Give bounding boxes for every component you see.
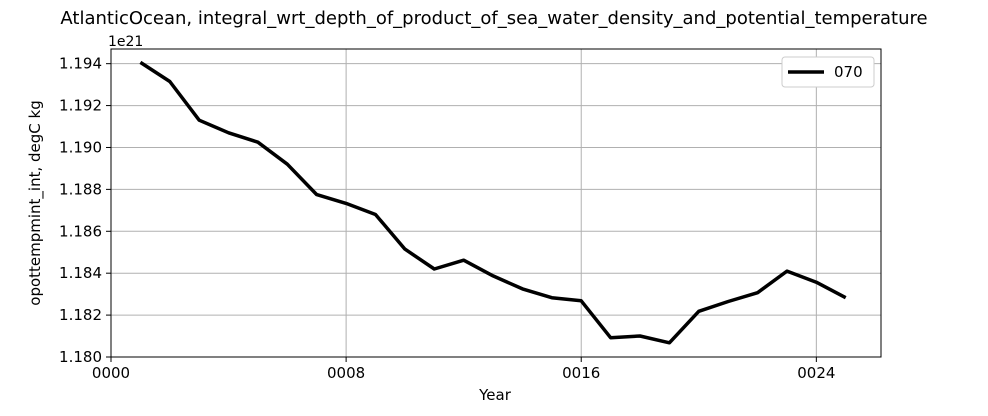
grid-lines — [111, 49, 881, 357]
series-line-070 — [140, 62, 845, 342]
plot-area — [111, 49, 881, 357]
x-axis-label: Year — [478, 386, 512, 404]
series-layer — [140, 62, 846, 343]
chart-title: AtlanticOcean, integral_wrt_depth_of_pro… — [60, 8, 927, 29]
y-tick-label: 1.184 — [59, 264, 102, 282]
x-tick-label: 0016 — [562, 364, 600, 382]
y-tick-label: 1.186 — [59, 222, 102, 240]
x-tick-label: 0000 — [92, 364, 130, 382]
x-tick-label: 0024 — [797, 364, 835, 382]
y-tick-label: 1.180 — [59, 348, 102, 366]
x-tick-label: 0008 — [327, 364, 365, 382]
y-axis: 1.180 1.182 1.184 1.186 1.188 1.190 1.192 1.194 — [59, 55, 111, 366]
y-offset-label: 1e21 — [108, 34, 143, 50]
y-tick-label: 1.190 — [59, 138, 102, 156]
y-axis-label: opottempmint_int, degC kg — [26, 100, 45, 305]
legend: 070 — [782, 57, 874, 87]
x-axis: 0000 0008 0016 0024 — [92, 357, 836, 382]
y-tick-label: 1.182 — [59, 306, 102, 324]
y-tick-label: 1.192 — [59, 97, 102, 115]
legend-label: 070 — [834, 63, 863, 81]
y-tick-label: 1.194 — [59, 55, 102, 73]
y-tick-label: 1.188 — [59, 180, 102, 198]
